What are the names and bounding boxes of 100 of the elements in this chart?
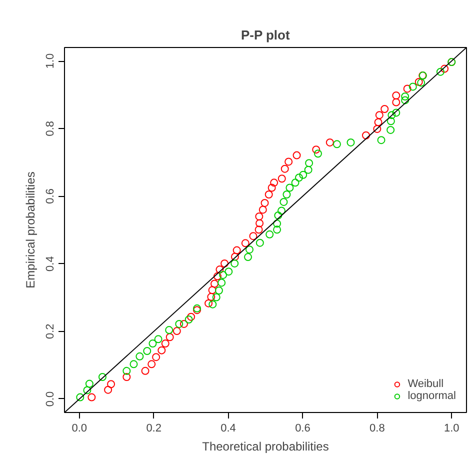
point (148, 340, 157, 348)
point (161, 340, 170, 348)
point (224, 268, 233, 276)
point (375, 111, 384, 120)
point (401, 92, 410, 100)
point (362, 131, 370, 140)
point (374, 118, 382, 126)
point (386, 117, 395, 126)
x-tick-label: 0.6 (295, 422, 310, 434)
point (258, 206, 267, 214)
point (436, 68, 444, 76)
point (282, 190, 291, 199)
point (291, 178, 300, 187)
point (218, 278, 226, 287)
point (314, 150, 322, 158)
point (122, 366, 131, 375)
point (148, 360, 156, 368)
point (414, 78, 423, 86)
point (216, 266, 224, 274)
point (214, 286, 223, 294)
chart-title: P-P plot (240, 28, 290, 42)
point (175, 320, 184, 328)
point (332, 140, 341, 148)
y-tick-label: 0.4 (44, 256, 56, 272)
point (136, 352, 144, 360)
y-tick-label: 0.2 (44, 324, 56, 340)
x-tick-label: 1.0 (444, 422, 460, 434)
point (76, 393, 84, 402)
point (244, 253, 252, 262)
point (241, 239, 250, 248)
point (266, 230, 274, 238)
point (280, 198, 288, 206)
point (107, 380, 116, 388)
point (232, 246, 241, 254)
point (260, 198, 269, 207)
point (274, 211, 282, 220)
point (184, 316, 193, 324)
point (286, 184, 294, 192)
point (141, 366, 150, 375)
point (213, 272, 222, 280)
point (245, 246, 254, 254)
point (166, 333, 174, 342)
point (284, 158, 293, 166)
point (88, 393, 96, 402)
point (380, 105, 389, 113)
point (230, 252, 239, 261)
point (278, 174, 286, 183)
point (408, 82, 417, 91)
point (388, 111, 396, 120)
point (304, 166, 312, 174)
point (305, 159, 314, 168)
point (230, 259, 239, 268)
point (220, 259, 229, 268)
point (386, 126, 395, 134)
point (210, 280, 219, 288)
point (249, 232, 258, 240)
point (165, 326, 174, 334)
y-tick-label: 1.0 (44, 53, 56, 69)
point (83, 386, 92, 394)
point (154, 335, 162, 344)
point (208, 286, 216, 294)
point (278, 206, 286, 215)
point (264, 190, 273, 199)
point (392, 108, 400, 117)
point (130, 360, 138, 368)
x-tick-label: 0.2 (146, 422, 162, 434)
point (207, 292, 216, 301)
point (219, 270, 228, 279)
point (403, 84, 412, 93)
point (292, 151, 301, 160)
point (268, 184, 276, 192)
point (401, 96, 410, 104)
point (180, 320, 188, 328)
point (122, 373, 131, 382)
point (377, 136, 386, 144)
point (256, 238, 264, 247)
point (280, 164, 289, 173)
point (373, 124, 382, 133)
point (143, 347, 152, 355)
point (104, 386, 112, 394)
point (270, 178, 278, 187)
point (273, 226, 282, 234)
point (273, 220, 282, 228)
point (392, 92, 400, 100)
y-tick-label: 0.0 (44, 391, 56, 407)
y-tick-label: 0.8 (44, 120, 56, 136)
x-axis-title: Theoretical probabilities (202, 440, 329, 454)
point (85, 380, 94, 388)
x-tick-label: 0.4 (220, 422, 236, 434)
point (212, 293, 220, 302)
point (254, 226, 263, 234)
point (392, 98, 400, 106)
point (326, 138, 334, 146)
y-tick-label: 0.6 (44, 188, 56, 204)
point (204, 299, 213, 308)
point (440, 64, 449, 73)
point (312, 146, 320, 154)
point (295, 174, 303, 182)
point (208, 300, 217, 308)
point (255, 212, 264, 220)
